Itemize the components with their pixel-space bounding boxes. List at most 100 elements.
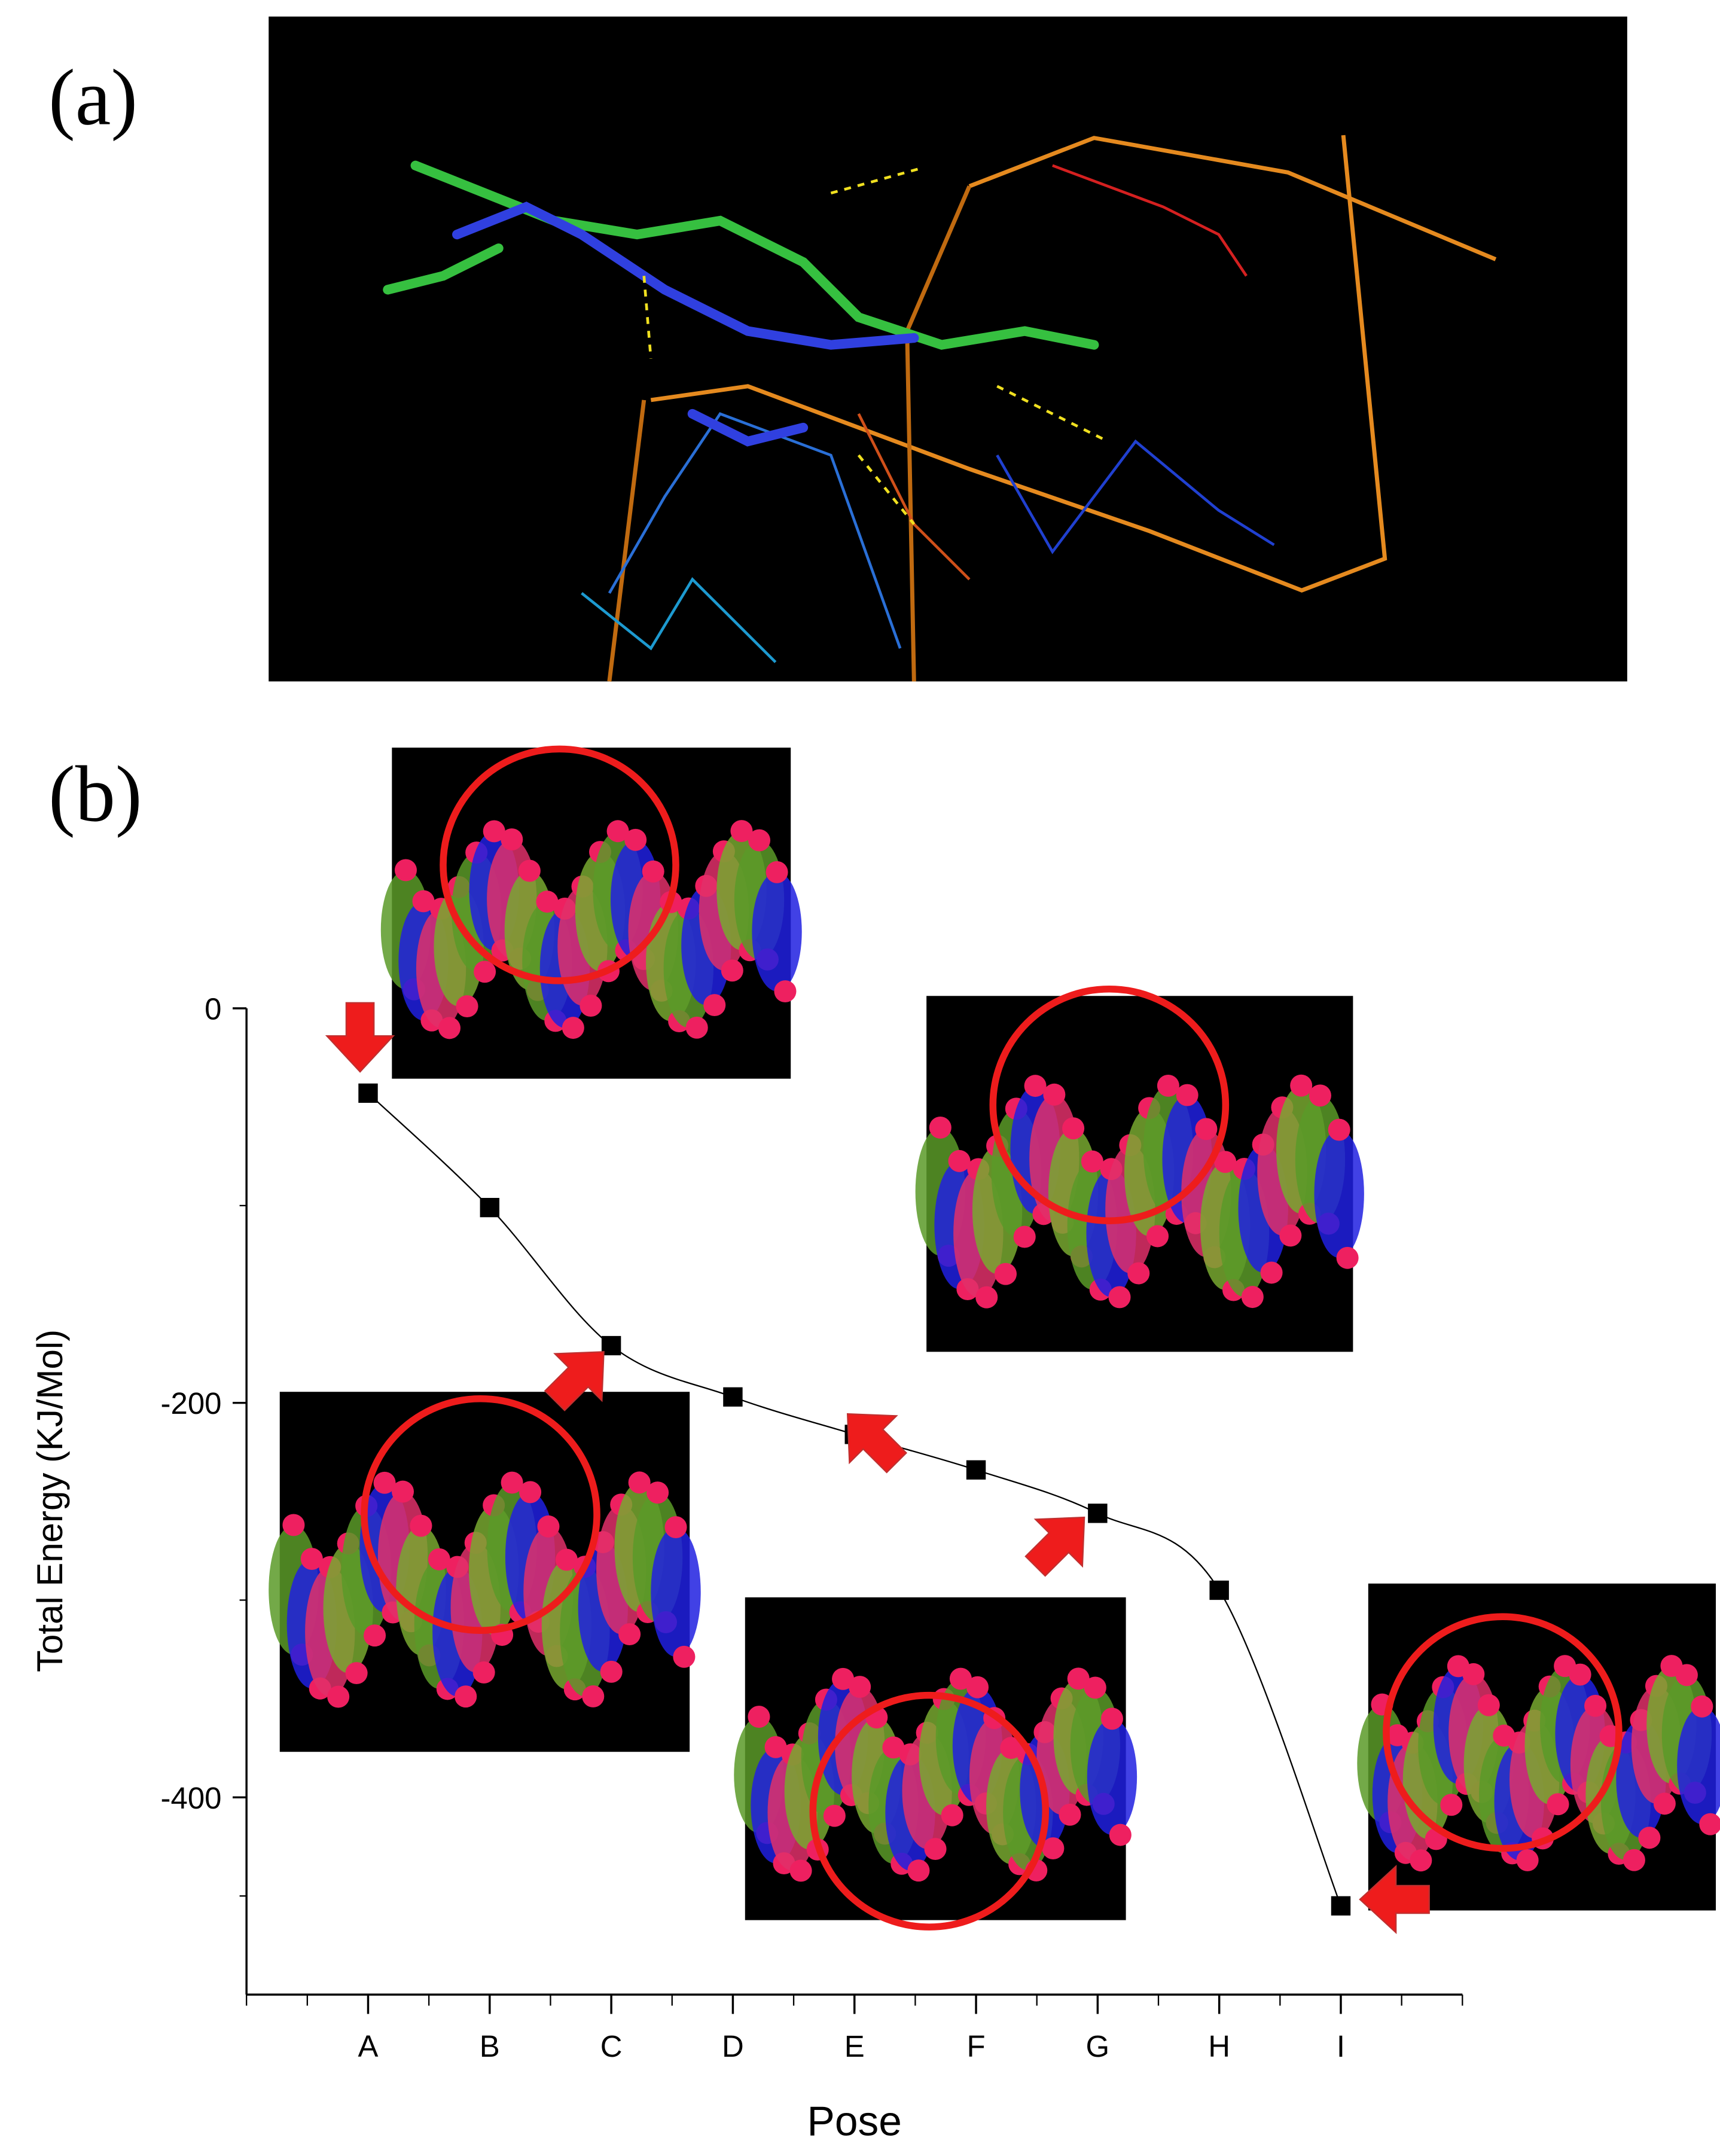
dna-atom: [1547, 1793, 1569, 1816]
dna-atom: [1024, 1075, 1047, 1097]
data-point: [1088, 1504, 1108, 1523]
dna-atom: [428, 1548, 450, 1571]
dna-atom: [764, 1736, 787, 1758]
dna-atom: [1699, 1813, 1720, 1835]
arrow-shape: [325, 1002, 395, 1073]
dna-atom: [1569, 1663, 1591, 1686]
dna-atom: [1440, 1794, 1463, 1816]
dna-atom: [882, 1736, 905, 1759]
arrow-shape: [1359, 1865, 1430, 1934]
dna-atom: [1067, 1667, 1090, 1690]
dna-atom: [1042, 1837, 1065, 1860]
dna-atom: [501, 1471, 523, 1494]
dna-atom: [789, 1859, 812, 1882]
dna-atom: [849, 1676, 871, 1698]
dna-atom: [766, 861, 788, 883]
plot-area: 0 -200 -400 A B C D E F G H I: [161, 992, 1463, 2063]
panel-label: (b): [48, 750, 142, 838]
dna-atom: [1043, 1083, 1066, 1106]
pointer-arrow: [1359, 1865, 1430, 1934]
highlight-circle: [361, 1395, 600, 1634]
data-point: [723, 1387, 743, 1407]
panel-label: (a): [48, 53, 138, 142]
dna-atom: [1462, 1663, 1485, 1685]
dna-atom: [628, 1471, 651, 1494]
dna-atom: [1309, 1084, 1331, 1107]
dna-atom: [774, 980, 797, 1002]
dna-atom: [1279, 1224, 1302, 1247]
dna-atom: [438, 1017, 461, 1039]
dna-atom: [1081, 1150, 1103, 1173]
dna-atom: [1477, 1694, 1500, 1716]
dna-atom: [300, 1548, 323, 1570]
molecule-render: [269, 16, 1627, 682]
dna-atom: [282, 1514, 305, 1536]
arrow-shape: [846, 1413, 908, 1474]
dna-atom: [455, 1685, 477, 1708]
dna-atom: [1195, 1118, 1218, 1140]
dna-atom: [929, 1116, 952, 1139]
dna-atom: [994, 1263, 1017, 1285]
dna-atom: [941, 1804, 963, 1826]
dna-atom: [1087, 1718, 1137, 1835]
y-axis-label: Total Energy (KJ/Mol): [30, 1329, 70, 1672]
dna-atom: [327, 1685, 350, 1708]
x-tick-label: A: [358, 2029, 379, 2063]
dna-atom: [1108, 1286, 1131, 1309]
dna-atom: [703, 994, 726, 1016]
dna-atom: [472, 1661, 495, 1684]
y-tick-label: 0: [205, 992, 221, 1026]
dna-atom: [1260, 1261, 1283, 1284]
x-tick-label: C: [600, 2029, 623, 2063]
dna-atom: [1059, 1803, 1081, 1826]
dna-atom: [518, 859, 541, 882]
dna-atom: [924, 1838, 947, 1861]
data-point: [1209, 1580, 1229, 1600]
pointer-arrow: [1024, 1516, 1085, 1577]
dna-atom: [394, 859, 417, 882]
data-point: [480, 1198, 500, 1218]
dna-atom: [907, 1859, 930, 1882]
dna-atom: [1100, 1707, 1123, 1730]
dna-atom: [1653, 1792, 1676, 1815]
dna-atom: [949, 1667, 972, 1690]
dna-atom: [1516, 1849, 1539, 1871]
dna-atom: [823, 1804, 846, 1827]
dna-atom: [555, 1548, 578, 1571]
dna-atom: [1127, 1262, 1150, 1285]
dna-atom: [474, 960, 496, 983]
highlight-circle: [440, 745, 679, 984]
dna-atom: [1677, 1706, 1720, 1825]
dna-atom: [582, 1685, 605, 1707]
data-point: [966, 1460, 986, 1480]
dna-atom: [1157, 1074, 1179, 1097]
dna-atom: [580, 995, 602, 1017]
dna-atom: [1013, 1225, 1036, 1248]
dna-atom: [1336, 1246, 1359, 1269]
dna-atom: [948, 1149, 971, 1172]
dna-atom: [410, 1514, 432, 1537]
dna-atom: [673, 1645, 696, 1668]
dna-atom: [624, 828, 647, 851]
dna-atom: [752, 872, 802, 992]
dna-atom: [345, 1662, 368, 1684]
dna-atom: [1410, 1849, 1432, 1872]
dna-atom: [721, 959, 743, 982]
dna-atom: [651, 1527, 701, 1657]
pointer-arrow: [544, 1351, 605, 1411]
dna-atom: [600, 1660, 623, 1683]
x-tick-label: F: [966, 2029, 985, 2063]
highlight-circle: [809, 1691, 1050, 1931]
dna-atom: [748, 1706, 770, 1728]
dna-atom: [685, 1016, 708, 1039]
data-point: [1331, 1896, 1351, 1916]
dna-atom: [1314, 1130, 1364, 1258]
dna-atom: [1584, 1694, 1607, 1717]
dna-atom: [1290, 1074, 1313, 1097]
dna-atom: [1691, 1695, 1713, 1718]
dna-atom: [536, 891, 559, 913]
dna-atom: [1062, 1117, 1085, 1140]
dna-atom: [364, 1624, 386, 1647]
dna-atom: [646, 1481, 669, 1504]
